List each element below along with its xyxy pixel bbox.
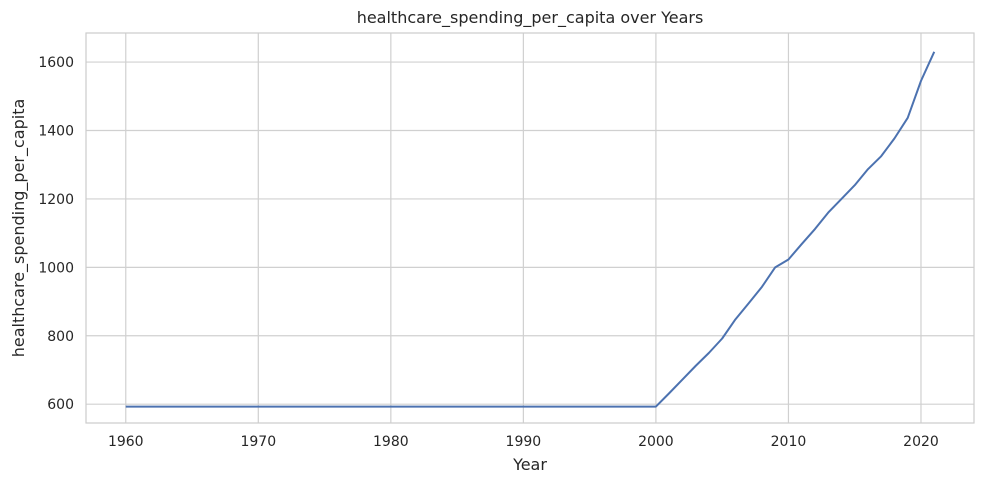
y-tick-label: 1000 <box>38 260 74 276</box>
y-tick-label: 800 <box>47 329 74 345</box>
y-tick-label: 1600 <box>38 55 74 71</box>
y-axis-label: healthcare_spending_per_capita <box>9 99 29 358</box>
series-line <box>125 51 936 408</box>
plot-frame <box>85 32 975 424</box>
y-tick-label: 1200 <box>38 192 74 208</box>
x-tick-label: 1990 <box>506 434 542 450</box>
grid-lines <box>86 33 974 423</box>
y-tick-label: 600 <box>47 397 74 413</box>
x-tick-label: 2020 <box>903 434 939 450</box>
x-tick-label: 1970 <box>240 434 276 450</box>
x-tick-label: 2000 <box>638 434 674 450</box>
x-tick-label: 1960 <box>108 434 144 450</box>
y-axis: 600 800 1000 1200 1400 1600 <box>38 55 74 413</box>
x-tick-label: 2010 <box>771 434 807 450</box>
chart-title: healthcare_spending_per_capita over Year… <box>357 8 704 28</box>
x-tick-label: 1980 <box>373 434 409 450</box>
y-tick-label: 1400 <box>38 124 74 140</box>
x-axis: 1960 1970 1980 1990 2000 2010 2020 <box>108 434 939 450</box>
x-axis-label: Year <box>512 455 547 474</box>
